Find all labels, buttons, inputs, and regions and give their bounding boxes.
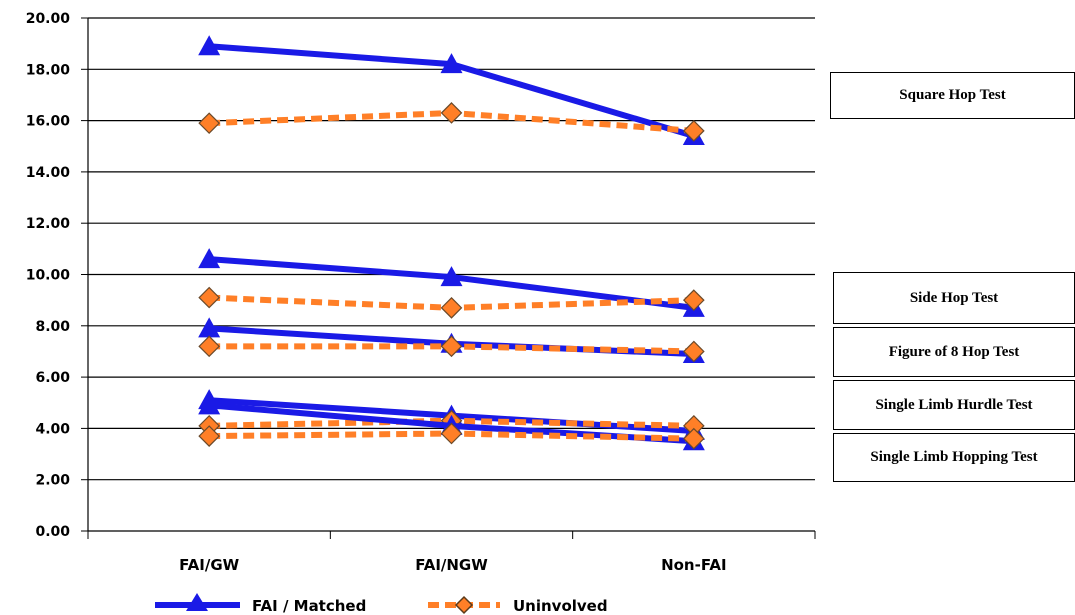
data-point-side-hop-test-fai-matched [198,248,221,269]
data-point-side-hop-test-uninvolved [682,289,705,311]
y-tick-label: 8.00 [35,319,70,335]
data-point-figure-of-8-hop-test-uninvolved [198,335,221,358]
x-axis-ticks: FAI/GW FAI/NGW Non-FAI [87,531,816,574]
y-tick-label: 6.00 [35,370,70,386]
x-tick-label: Non-FAI [661,556,726,574]
label-single-limb-hurdle-test: Single Limb Hurdle Test [833,380,1075,430]
y-tick-label: 4.00 [35,421,70,437]
data-point-single-limb-hopping-test-uninvolved [682,427,705,450]
data-point-single-limb-hopping-test-uninvolved [440,422,463,445]
y-tick-label: 18.00 [26,62,71,78]
legend-entry-fai-matched: FAI / Matched [155,593,366,615]
y-tick-label: 10.00 [26,268,71,284]
label-single-limb-hopping-test: Single Limb Hopping Test [833,433,1075,482]
y-axis-ticks: 0.00 2.00 4.00 6.00 8.00 10.00 12.00 14.00 16.00… [26,11,88,540]
legend: FAI / Matched Uninvolved [155,593,608,615]
data-point-square-hop-test-uninvolved [440,102,463,124]
x-tick-label: FAI/GW [179,556,240,574]
data-point-square-hop-test-fai-matched [440,53,463,74]
data-point-square-hop-test-uninvolved [682,120,705,142]
legend-label-uninvolved: Uninvolved [513,597,608,615]
data-point-square-hop-test-uninvolved [198,112,221,135]
data-point-single-limb-hopping-test-fai-matched [198,394,221,415]
y-tick-label: 14.00 [26,165,71,181]
data-point-side-hop-test-uninvolved [440,296,463,319]
data-point-single-limb-hopping-test-uninvolved [198,425,221,447]
data-point-square-hop-test-fai-matched [198,35,221,56]
data-point-side-hop-test-uninvolved [198,286,221,309]
series-layer [198,35,705,451]
data-point-figure-of-8-hop-test-uninvolved [440,335,463,358]
legend-label-fai-matched: FAI / Matched [252,597,366,615]
data-point-side-hop-test-fai-matched [440,266,463,287]
y-tick-label: 12.00 [26,216,71,232]
data-point-figure-of-8-hop-test-fai-matched [198,317,221,338]
label-figure-of-8-hop-test: Figure of 8 Hop Test [833,327,1075,377]
label-square-hop-test: Square Hop Test [830,72,1075,119]
legend-diamond-icon [454,595,474,615]
legend-entry-uninvolved: Uninvolved [428,595,608,615]
label-side-hop-test: Side Hop Test [833,272,1075,324]
y-tick-label: 20.00 [26,11,71,27]
data-point-figure-of-8-hop-test-uninvolved [682,340,705,363]
legend-triangle-icon [186,593,208,611]
y-tick-label: 16.00 [26,114,71,130]
y-tick-label: 2.00 [35,473,70,489]
x-tick-label: FAI/NGW [415,556,488,574]
y-tick-label: 0.00 [35,524,70,540]
